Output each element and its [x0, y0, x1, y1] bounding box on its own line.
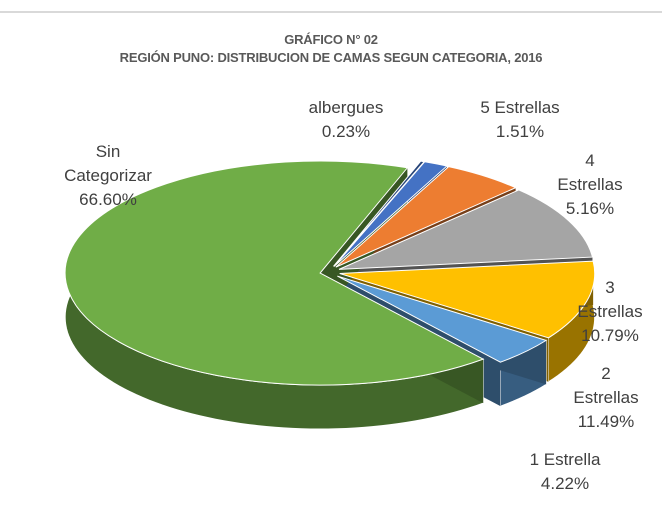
- slice: [335, 166, 517, 268]
- chart-subtitle: REGIÓN PUNO: DISTRIBUCION DE CAMAS SEGUN…: [119, 50, 543, 65]
- value-label: 4.22%: [540, 474, 590, 493]
- data-label: 1 Estrella 4.22%: [530, 448, 601, 496]
- category-name: Sin Categorizar: [64, 142, 152, 185]
- data-label: 2 Estrellas 11.49%: [573, 362, 638, 434]
- slice: [338, 189, 594, 270]
- value-label: 0.23%: [321, 122, 371, 141]
- data-label: 3 Estrellas 10.79%: [577, 276, 642, 348]
- value-label: 11.49%: [577, 412, 635, 431]
- category-name: 3 Estrellas: [577, 278, 643, 321]
- data-label: 5 Estrellas 1.51%: [480, 96, 559, 144]
- data-label: Sin Categorizar 66.60%: [53, 140, 163, 212]
- value-label: 1.51%: [495, 122, 545, 141]
- data-label: 4 Estrellas 5.16%: [554, 149, 626, 221]
- chart-title: GRÁFICO N° 02: [284, 32, 378, 47]
- data-label: albergues 0.23%: [309, 96, 384, 144]
- slice: [337, 275, 548, 363]
- value-label: 5.16%: [565, 199, 615, 218]
- category-name: 2 Estrellas: [573, 364, 639, 407]
- value-label: 66.60%: [79, 190, 137, 209]
- category-name: 5 Estrellas: [480, 98, 560, 117]
- value-label: 10.79%: [581, 326, 639, 345]
- slice: [64, 160, 485, 386]
- category-name: 4 Estrellas: [557, 151, 623, 194]
- slice: [333, 161, 448, 267]
- slice: [339, 260, 596, 339]
- category-name: 1 Estrella: [529, 450, 601, 469]
- category-name: albergues: [308, 98, 384, 117]
